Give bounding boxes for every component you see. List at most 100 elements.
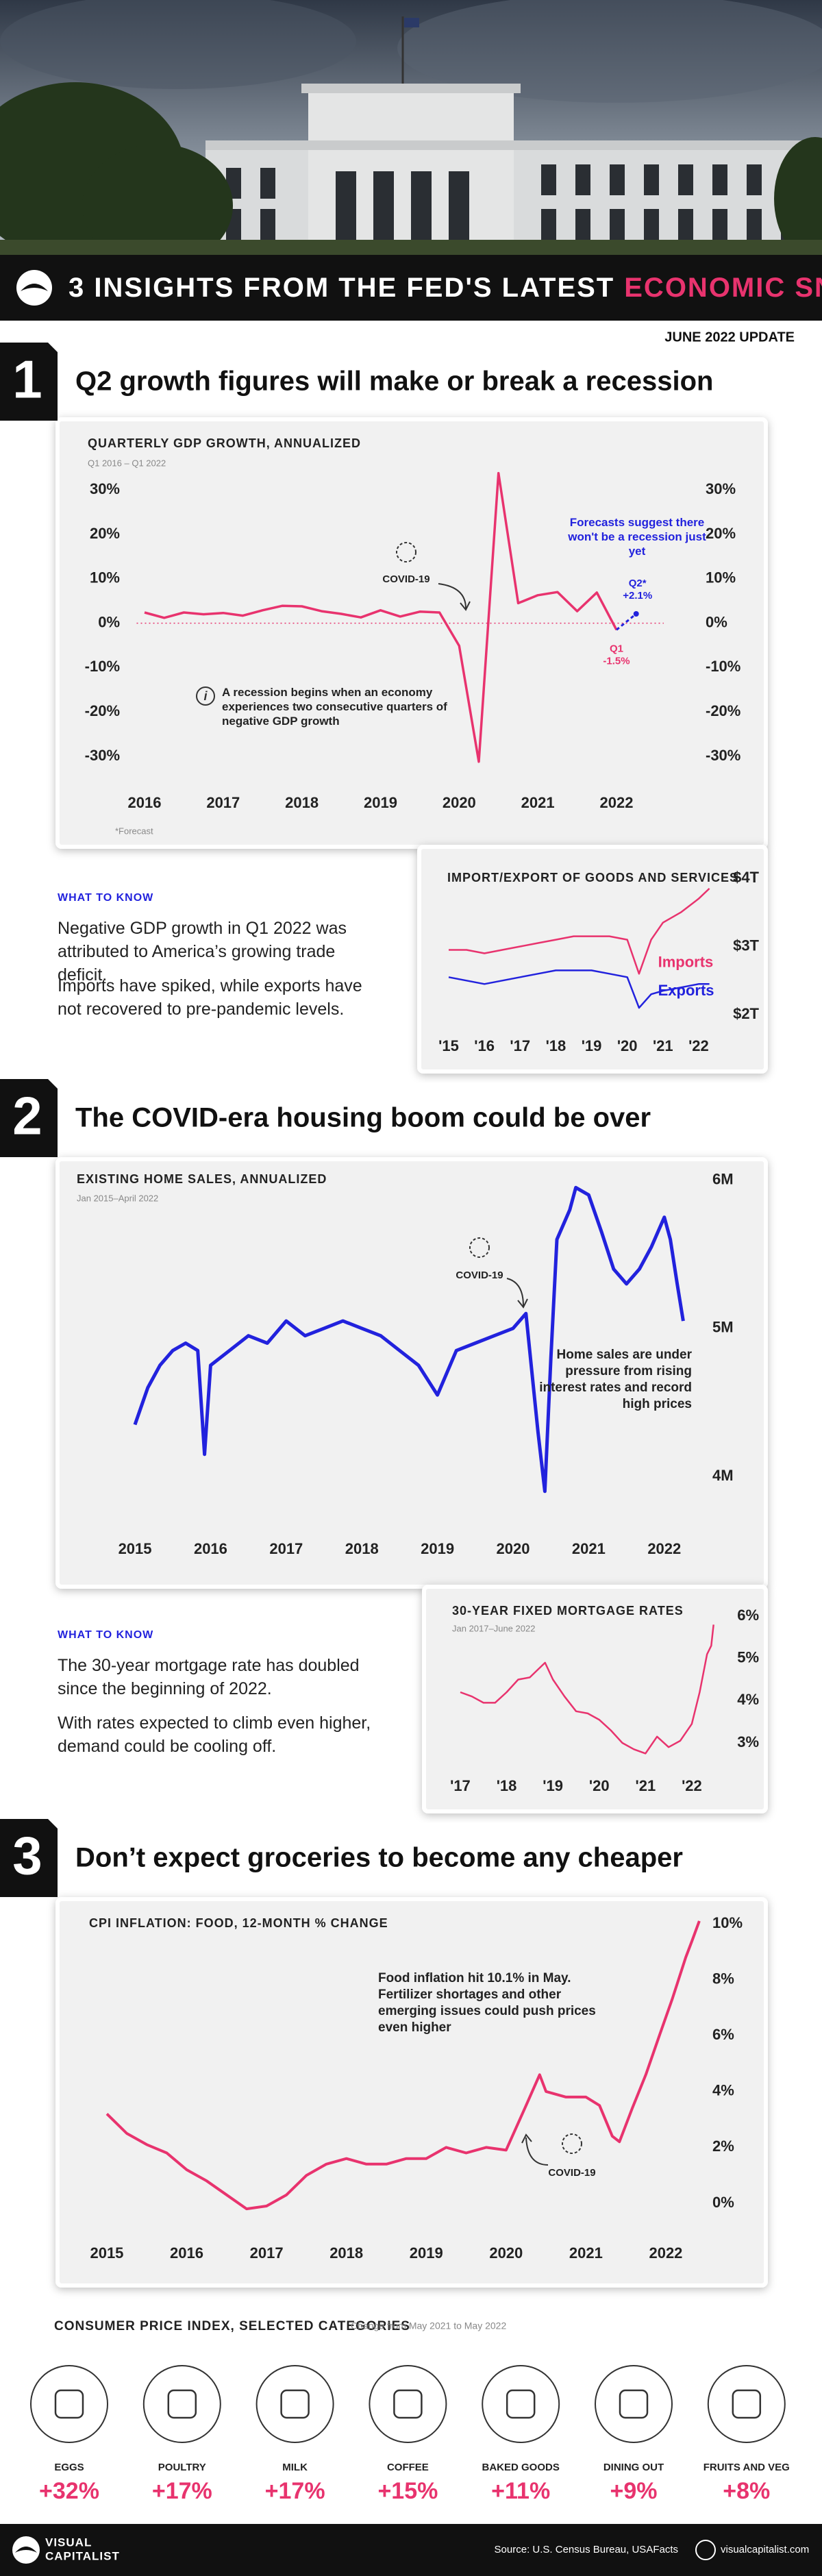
y-tick-label: 8% (712, 1970, 734, 1987)
category-icon-glyph (54, 2389, 84, 2419)
section-number: 1 (12, 349, 42, 410)
chart-subtitle: Q1 2016 – Q1 2022 (88, 458, 166, 468)
category-name: EGGS (54, 2462, 84, 2473)
series-label: Imports (658, 953, 714, 970)
x-tick-label: 2016 (194, 1540, 227, 1557)
y-tick-label: 10% (90, 569, 120, 586)
y-tick-label: 0% (98, 613, 120, 630)
x-tick-label: 2019 (410, 2244, 443, 2262)
x-tick-label: 2020 (489, 2244, 523, 2262)
x-tick-label: 2017 (269, 1540, 303, 1557)
y-tick-label: -10% (706, 658, 740, 675)
decorations (196, 542, 582, 2166)
category-icon-glyph (619, 2389, 649, 2419)
category-name: BAKED GOODS (482, 2462, 560, 2473)
y-tick-label: 20% (706, 525, 736, 542)
x-tick-label: 2019 (364, 794, 397, 811)
category-icon-ring (256, 2365, 334, 2443)
category-name: COFFEE (387, 2462, 429, 2473)
annotation-recession: A recession begins when an economy exper… (222, 686, 447, 728)
annotation-home: Home sales are under pressure from risin… (539, 1348, 692, 1411)
series-label: Exports (658, 982, 714, 999)
x-tick-label: 2018 (345, 1540, 379, 1557)
y-tick-label: 5M (712, 1319, 734, 1336)
chart-subtitle: Jan 2017–June 2022 (452, 1623, 535, 1633)
x-tick-label: 2018 (285, 794, 319, 811)
category-change: +32% (39, 2478, 99, 2504)
annotation-covid: COVID-19 (382, 573, 429, 585)
category-change: +11% (491, 2478, 550, 2504)
footer-logo-text: VISUAL (45, 2536, 92, 2549)
card-mortgage (422, 1585, 768, 1813)
category-icon-glyph (732, 2389, 762, 2419)
section-heading: The COVID-era housing boom could be over (75, 1103, 651, 1133)
y-tick-label: 2% (712, 2138, 734, 2155)
x-tick-label: 2020 (497, 1540, 530, 1557)
hero-image (0, 0, 822, 267)
category-change: +17% (265, 2478, 325, 2504)
chart-title: QUARTERLY GDP GROWTH, ANNUALIZED (88, 436, 361, 450)
card-home-sales (55, 1157, 768, 1589)
what-to-know-text: The 30-year mortgage rate has doubled si… (58, 1656, 360, 1698)
data-line (448, 969, 710, 1009)
y-tick-label: $4T (733, 869, 759, 886)
category-name: POULTRY (158, 2462, 206, 2473)
data-line (133, 1185, 685, 1494)
footer-website: visualcapitalist.com (721, 2544, 809, 2555)
forecast-label: Q2* (629, 578, 647, 589)
y-tick-label: 10% (706, 569, 736, 586)
card-trade (417, 845, 768, 1074)
y-tick-label: 0% (712, 2194, 734, 2211)
section-number: 2 (12, 1086, 42, 1146)
chart-title: 30-YEAR FIXED MORTGAGE RATES (452, 1604, 684, 1618)
x-tick-label: 2019 (421, 1540, 454, 1557)
x-tick-label: '17 (510, 1037, 530, 1054)
x-tick-label: 2020 (443, 794, 476, 811)
x-tick-label: 2015 (90, 2244, 123, 2262)
update-date: JUNE 2022 UPDATE (664, 330, 795, 345)
section-badge (0, 343, 58, 421)
y-tick-label: 4% (737, 1691, 759, 1708)
section-number: 3 (12, 1826, 42, 1886)
data-line (449, 887, 710, 975)
y-tick-label: -30% (85, 747, 120, 764)
x-tick-label: 2016 (128, 794, 162, 811)
x-tick-label: '22 (688, 1037, 709, 1054)
annotation-covid: COVID-19 (548, 2167, 595, 2179)
x-tick-label: 2021 (572, 1540, 606, 1557)
data-line (144, 471, 618, 763)
category-name: MILK (282, 2462, 308, 2473)
y-tick-label: 3% (737, 1733, 759, 1750)
x-tick-label: '18 (546, 1037, 566, 1054)
data-line (105, 1920, 701, 2211)
category-name: DINING OUT (603, 2462, 664, 2473)
y-tick-label: 6% (737, 1607, 759, 1624)
x-tick-label: 2016 (170, 2244, 203, 2262)
y-tick-label: 4M (712, 1467, 734, 1484)
main-title: 3 INSIGHTS FROM THE FED'S LATEST ECONOMIC… (68, 273, 822, 303)
category-change: +8% (723, 2478, 770, 2504)
x-tick-label: '19 (582, 1037, 602, 1054)
x-tick-label: 2018 (329, 2244, 363, 2262)
x-tick-label: '22 (682, 1777, 702, 1794)
category-icon-ring (142, 2365, 221, 2443)
y-tick-label: -20% (85, 702, 120, 719)
chart-title: EXISTING HOME SALES, ANNUALIZED (77, 1172, 327, 1186)
y-tick-label: -30% (706, 747, 740, 764)
what-to-know-label: WHAT TO KNOW (58, 1629, 154, 1641)
y-tick-label: $2T (733, 1005, 759, 1022)
annotation-q1: Q1 (610, 643, 623, 654)
cpi-subtitle: Change from May 2021 to May 2022 (351, 2320, 506, 2331)
x-tick-label: 2017 (206, 794, 240, 811)
category-icon-ring (482, 2365, 560, 2443)
y-tick-label: 20% (90, 525, 120, 542)
info-icon: i (203, 689, 208, 703)
chart-subtitle: Jan 2015–April 2022 (77, 1193, 158, 1203)
chart-title: CPI INFLATION: FOOD, 12-MONTH % CHANGE (89, 1916, 388, 1930)
x-tick-label: '20 (617, 1037, 638, 1054)
section-heading: Don’t expect groceries to become any che… (75, 1843, 683, 1873)
title-highlight: ECONOMIC SNAPSHOT (624, 273, 822, 303)
category-change: +15% (377, 2478, 438, 2504)
data-line (460, 1624, 714, 1755)
